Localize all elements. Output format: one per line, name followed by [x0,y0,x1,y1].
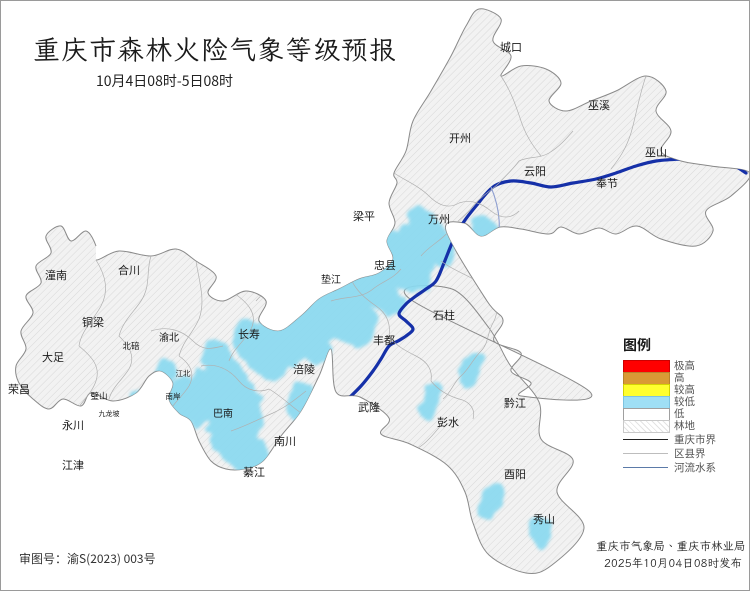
svg-text:酉阳: 酉阳 [504,466,526,482]
svg-text:巫山: 巫山 [645,144,667,160]
svg-text:奉节: 奉节 [596,175,618,191]
svg-text:万州: 万州 [428,211,450,227]
svg-text:璧山: 璧山 [90,390,107,402]
svg-text:巫溪: 巫溪 [588,97,610,113]
svg-text:巴南: 巴南 [213,405,233,420]
svg-text:涪陵: 涪陵 [293,361,315,377]
svg-text:云阳: 云阳 [524,163,546,179]
svg-text:武隆: 武隆 [358,399,380,415]
svg-text:合川: 合川 [118,262,140,278]
svg-text:彭水: 彭水 [437,414,459,430]
svg-text:丰都: 丰都 [373,332,395,348]
svg-text:渝北: 渝北 [159,329,179,344]
svg-text:南岸: 南岸 [166,391,181,402]
svg-text:秀山: 秀山 [533,511,555,527]
svg-text:开州: 开州 [449,130,471,146]
svg-text:垫江: 垫江 [321,271,341,286]
svg-text:长寿: 长寿 [238,326,260,342]
svg-text:荣昌: 荣昌 [8,381,30,397]
svg-text:江北: 江北 [176,368,191,379]
svg-text:城口: 城口 [500,39,522,55]
svg-text:忠县: 忠县 [374,257,396,273]
svg-text:黔江: 黔江 [504,395,526,411]
svg-text:九龙坡: 九龙坡 [99,409,120,419]
svg-text:北碚: 北碚 [122,340,140,352]
svg-text:大足: 大足 [42,349,64,365]
svg-text:铜梁: 铜梁 [82,314,104,330]
svg-text:南川: 南川 [274,433,296,449]
svg-text:潼南: 潼南 [45,267,67,283]
svg-text:石柱: 石柱 [433,307,455,323]
svg-text:綦江: 綦江 [243,464,265,480]
svg-text:永川: 永川 [62,417,84,433]
svg-text:梁平: 梁平 [353,208,375,224]
svg-text:江津: 江津 [62,457,84,473]
